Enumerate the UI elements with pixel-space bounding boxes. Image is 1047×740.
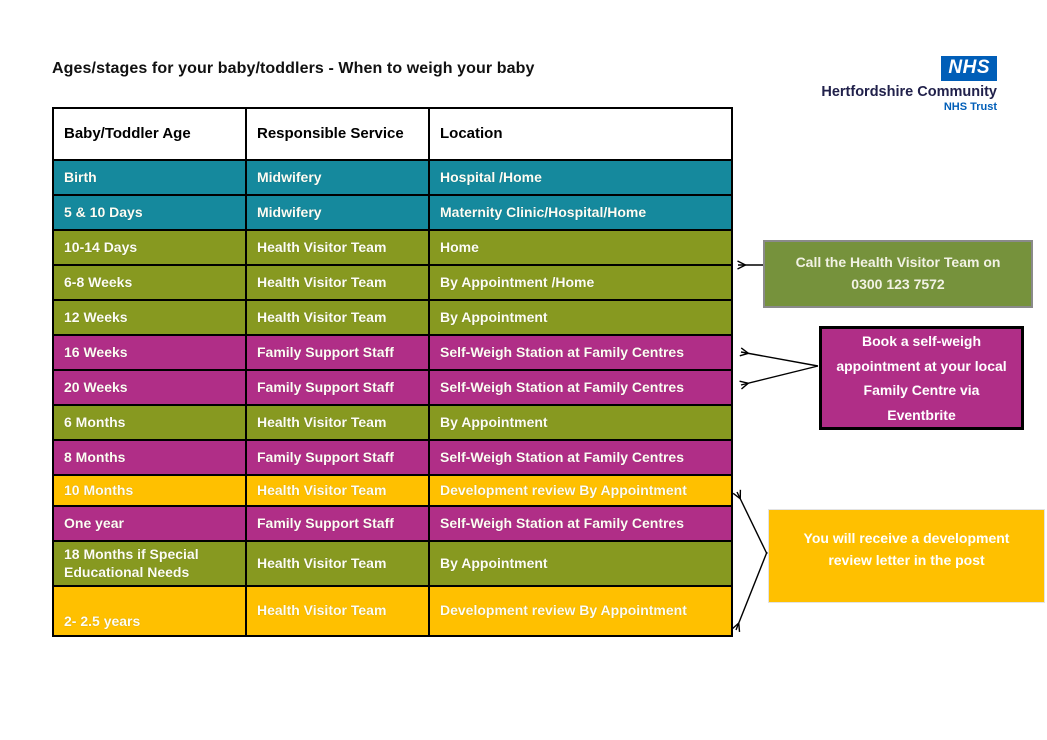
cell-location: By Appointment /Home [440,273,595,290]
header-location: Location [440,124,503,142]
cell-location: Development review By Appointment [440,481,687,498]
table-row: 16 Weeks Family Support Staff Self-Weigh S… [54,336,731,371]
cell-service: Health Visitor Team [247,231,430,264]
cell-age: 12 Weeks [54,301,247,334]
cell-age: 10-14 Days [54,231,247,264]
cell-age: 5 & 10 Days [54,196,247,229]
cell-location: Self-Weigh Station at Family Centres [440,378,685,395]
table-row: 6 Months Health Visitor Team By Appointmen… [54,406,731,441]
trust-name: Hertfordshire Community [821,83,997,100]
cell-service: Family Support Staff [247,507,430,540]
cell-age: 20 Weeks [54,371,247,404]
table-row: 20 Weeks Family Support Staff Self-Weigh S… [54,371,731,406]
weigh-schedule-table: Baby/Toddler Age Responsible Service Loc… [52,107,733,637]
nhs-logo-icon: NHS [941,56,997,81]
cell-location: By Appointment [440,308,548,325]
cell-age: 6-8 Weeks [54,266,247,299]
cell-age: 6 Months [54,406,247,439]
table-row: 8 Months Family Support Staff Self-Weigh S… [54,441,731,476]
table-row: 18 Months if Special Educational Needs He… [54,542,731,587]
cell-location: Maternity Clinic/Hospital/Home [440,203,647,220]
cell-age: 18 Months if Special Educational Needs [54,542,247,585]
cell-age: Birth [54,161,247,194]
cell-location: Self-Weigh Station at Family Centres [440,448,685,465]
table-row: 10-14 Days Health Visitor Team Home [54,231,731,266]
cell-service: Health Visitor Team [247,301,430,334]
table-row: 6-8 Weeks Health Visitor Team By Appointme… [54,266,731,301]
callout-development-review-letter: You will receive a development review le… [768,509,1045,603]
table-row: 5 & 10 Days Midwifery Maternity Clinic/Hos… [54,196,731,231]
table-body: Birth Midwifery Hospital /Home 5 & 10 Days M… [54,161,731,635]
table-row: 10 Months Health Visitor Team Development … [54,476,731,507]
cell-location: Hospital /Home [440,168,542,185]
cell-service: Family Support Staff [247,336,430,369]
arrow-to-10-months-row [737,492,768,555]
page-title: Ages/stages for your baby/toddlers - Whe… [52,60,535,77]
cell-age: One year [54,507,247,540]
cell-service: Midwifery [247,161,430,194]
arrow-to-20-weeks-row [741,365,819,385]
callout-health-visitor-phone: Call the Health Visitor Team on 0300 123… [763,240,1033,308]
cell-age: 2- 2.5 years [54,587,247,635]
nhs-logo: NHS Hertfordshire Community NHS Trust [747,56,997,113]
table-header-row: Baby/Toddler Age Responsible Service Loc… [54,109,731,161]
cell-location: By Appointment [440,413,548,430]
cell-service: Family Support Staff [247,371,430,404]
cell-location: Home [440,238,479,255]
trust-descriptor: NHS Trust [943,100,997,113]
arrow-to-2-years-row [736,551,768,630]
table-row: 2- 2.5 years Health Visitor Team Developme… [54,587,731,635]
cell-service: Health Visitor Team [247,476,430,505]
table-row: One year Family Support Staff Self-Weigh S… [54,507,731,542]
header-service: Responsible Service [247,109,430,159]
cell-service: Health Visitor Team [247,406,430,439]
cell-service: Midwifery [247,196,430,229]
cell-location: Development review By Appointment [440,602,687,619]
header-age: Baby/Toddler Age [54,109,247,159]
callout-book-self-weigh: Book a self-weigh appointment at your lo… [819,326,1024,430]
cell-age: 16 Weeks [54,336,247,369]
table-row: 12 Weeks Health Visitor Team By Appointmen… [54,301,731,336]
cell-location: Self-Weigh Station at Family Centres [440,514,685,531]
cell-location: Self-Weigh Station at Family Centres [440,343,685,360]
cell-service: Health Visitor Team [247,266,430,299]
cell-service: Family Support Staff [247,441,430,474]
table-row: Birth Midwifery Hospital /Home [54,161,731,196]
cell-service: Health Visitor Team [247,542,430,585]
arrow-to-16-weeks-row [741,352,819,367]
cell-age: 10 Months [54,476,247,505]
cell-service: Health Visitor Team [247,587,430,635]
cell-location: By Appointment [440,554,548,571]
cell-age: 8 Months [54,441,247,474]
